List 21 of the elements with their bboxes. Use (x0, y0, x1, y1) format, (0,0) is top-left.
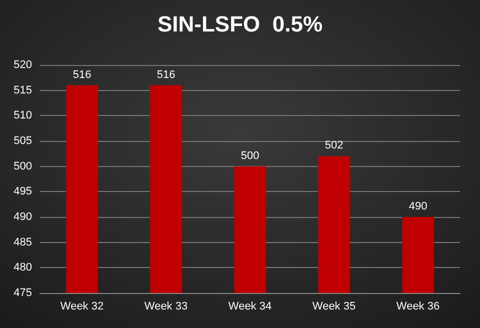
y-tick-label: 480 (14, 262, 32, 274)
data-label: 516 (156, 68, 176, 81)
x-tick-label: Week 34 (228, 300, 272, 312)
x-tick-label: Week 35 (312, 300, 356, 312)
x-tick-label: Week 32 (60, 300, 104, 312)
y-tick-label: 505 (14, 135, 32, 147)
y-tick-label: 485 (14, 236, 32, 248)
data-label: 490 (408, 200, 428, 212)
x-tick-label: Week 36 (396, 300, 440, 312)
x-tick-label: Week 33 (144, 300, 188, 312)
y-tick-label: 500 (14, 160, 32, 172)
y-tick-label: 515 (14, 84, 32, 96)
y-tick-label: 510 (14, 110, 32, 122)
y-tick-label: 475 (14, 287, 32, 299)
data-label: 516 (72, 68, 92, 81)
chart-title: SIN-LSFO 0.5% (157, 12, 323, 36)
y-tick-label: 490 (14, 211, 32, 223)
y-tick-label: 495 (14, 186, 32, 198)
y-tick-label: 520 (14, 59, 32, 71)
data-label: 500 (240, 150, 260, 162)
data-label: 502 (324, 140, 344, 152)
